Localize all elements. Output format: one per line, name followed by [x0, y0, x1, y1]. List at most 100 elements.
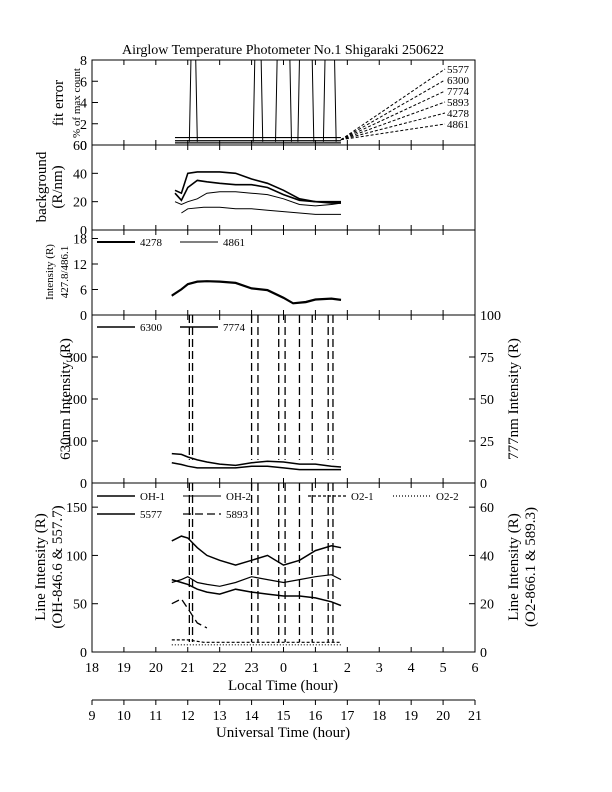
y-tick-label: 100	[66, 435, 87, 450]
panel-frame-1	[91, 144, 476, 231]
ut-tick-label: 21	[468, 709, 482, 724]
background-series	[174, 191, 342, 207]
y-right-tick-label: 75	[480, 351, 494, 366]
y-tick-label: 0	[80, 309, 87, 324]
legend-5577-label: 5577	[140, 509, 163, 521]
fit-error-ylabel-units: % of max count	[71, 68, 83, 138]
series-6300	[171, 452, 342, 468]
legend-O2-2-label: O2-2	[436, 491, 459, 503]
y-tick-label: 2	[80, 118, 87, 133]
fit-error-spike	[252, 59, 264, 142]
ut-tick-label: 17	[340, 709, 354, 724]
local-time-tick-label: 21	[181, 661, 195, 676]
local-time-tick-label: 6	[472, 661, 479, 676]
y-tick-label: 8	[80, 54, 87, 69]
line-intensity-ylabel-2: (OH-846.6 & 557.7)	[50, 505, 66, 628]
local-time-tick-label: 0	[280, 661, 287, 676]
ut-tick-label: 10	[117, 709, 131, 724]
background-ylabel: background	[34, 151, 50, 222]
background-series	[181, 206, 341, 215]
ut-tick-label: 12	[181, 709, 195, 724]
y-tick-label: 20	[73, 196, 87, 211]
legend-5893-label: 5893	[226, 509, 249, 521]
fit-error-spike	[188, 59, 198, 142]
y-tick-label: 300	[66, 351, 87, 366]
ut-tick-label: 16	[308, 709, 322, 724]
line-intensity-ylabel: Line Intensity (R)	[33, 513, 49, 620]
y-right-tick-label: 0	[480, 646, 487, 661]
series-7774	[171, 462, 341, 471]
local-time-tick-label: 2	[344, 661, 351, 676]
series-OH-2	[171, 574, 342, 587]
fit-error-spike	[275, 59, 292, 142]
local-time-tick-label: 19	[117, 661, 131, 676]
ut-tick-label: 13	[213, 709, 227, 724]
fit-error-trend	[340, 90, 446, 141]
legend-OH-1-label: OH-1	[140, 491, 165, 503]
background-ylabel-units: (R/nm)	[50, 165, 66, 208]
local-time-tick-label: 20	[149, 661, 163, 676]
series-5577	[171, 535, 342, 566]
intensity-ylabel: Intensity (R)	[44, 244, 56, 300]
y-tick-label: 40	[73, 167, 87, 182]
y-tick-label: 60	[73, 139, 87, 154]
legend-O2-1-label: O2-1	[351, 491, 374, 503]
legend-6300-label: 6300	[140, 322, 163, 334]
fit-error-spike	[297, 59, 315, 142]
y-tick-label: 6	[80, 75, 87, 90]
legend-7774-label: 7774	[223, 322, 246, 334]
y-tick-label: 18	[73, 233, 87, 248]
ut-tick-label: 19	[404, 709, 418, 724]
local-time-tick-label: 4	[408, 661, 415, 676]
y-tick-label: 150	[66, 501, 87, 516]
y-tick-label: 0	[80, 139, 87, 154]
series-5893	[171, 598, 208, 629]
fit-error-trend	[340, 79, 446, 141]
legend-4278-label: 4278	[140, 237, 163, 249]
y-tick-label: 0	[80, 224, 87, 239]
y-tick-label: 100	[66, 549, 87, 564]
y-right-tick-label: 40	[480, 549, 494, 564]
y-right-tick-label: 60	[480, 501, 494, 516]
y-tick-label: 4	[80, 97, 87, 112]
ut-tick-label: 11	[149, 709, 162, 724]
local-time-tick-label: 22	[213, 661, 227, 676]
panel-frame-3	[91, 314, 476, 484]
y-right-tick-label: 100	[480, 309, 501, 324]
intensity-ylabel-2: 427.8/486.1	[59, 246, 71, 299]
y-right-tick-label: 20	[480, 598, 494, 613]
ut-axis-label: Universal Time (hour)	[216, 725, 350, 741]
fit-error-ylabel: fit error	[51, 80, 67, 126]
ut-tick-label: 20	[436, 709, 450, 724]
panel-frame-0	[91, 59, 476, 146]
y-tick-label: 200	[66, 393, 87, 408]
y-tick-label: 12	[73, 258, 87, 273]
fit-error-trend	[340, 101, 446, 141]
fit-error-label: 4861	[447, 119, 469, 131]
local-time-tick-label: 23	[245, 661, 259, 676]
y-right-tick-label: 0	[480, 477, 487, 492]
fit-error-label: 5893	[447, 97, 470, 109]
ylabel-630: 630nm Intensity (R)	[58, 338, 74, 460]
y-right-tick-label: 50	[480, 393, 494, 408]
y-tick-label: 6	[80, 284, 87, 299]
legend-OH-2-label: OH-2	[226, 491, 251, 503]
local-time-tick-label: 3	[376, 661, 383, 676]
fit-error-trend	[340, 112, 446, 141]
fit-error-trend	[340, 68, 446, 141]
fit-error-label: 7774	[447, 86, 470, 98]
fit-error-spike	[322, 59, 337, 142]
legend-4861-label: 4861	[223, 237, 245, 249]
intensity-series-4861	[171, 280, 342, 305]
chart-title: Airglow Temperature Photometer No.1 Shig…	[122, 43, 444, 58]
local-time-tick-label: 5	[440, 661, 447, 676]
line-intensity-ylabel-right: Line Intensity (R)	[506, 513, 522, 620]
fit-error-label: 5577	[447, 64, 470, 76]
y-right-tick-label: 25	[480, 435, 494, 450]
ut-tick-label: 15	[277, 709, 291, 724]
local-time-tick-label: 1	[312, 661, 319, 676]
local-time-tick-label: 18	[85, 661, 99, 676]
series-O2-1	[171, 639, 341, 643]
y-tick-label: 50	[73, 598, 87, 613]
